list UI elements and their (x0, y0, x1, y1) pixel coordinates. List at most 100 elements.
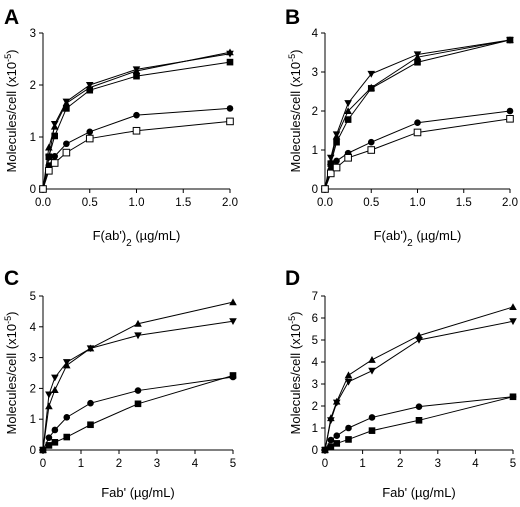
data-point-circle-filled (333, 157, 340, 165)
y-tick-label: 5 (30, 291, 36, 303)
data-point-square-filled (327, 443, 335, 450)
y-axis-label: Molecules/cell (x10-5) (3, 50, 19, 173)
series-square-filled (39, 58, 234, 193)
x-tick-label: 2.0 (502, 197, 518, 209)
series-line-square-filled (42, 61, 231, 190)
data-point-circle-filled (51, 426, 59, 434)
data-point-square-open (344, 154, 352, 162)
data-point-circle-filled (86, 128, 94, 136)
y-tick-label: 0 (30, 184, 36, 196)
data-point-square-filled (51, 132, 58, 140)
x-tick-label: 1.5 (456, 197, 472, 209)
x-tick-label: 0.5 (82, 197, 98, 209)
data-point-circle-filled (133, 111, 140, 119)
series-line-triangle-down (42, 320, 234, 451)
series-square-open (39, 117, 234, 193)
x-tick-label: 3 (435, 458, 441, 470)
data-point-square-filled (414, 58, 421, 66)
panel-letter: C (4, 267, 19, 290)
data-point-triangle-down (51, 374, 59, 382)
data-point-square-filled (367, 85, 375, 92)
data-point-circle-filled (345, 424, 352, 432)
data-point-square-filled (321, 446, 329, 454)
x-tick-label: 1.5 (175, 197, 191, 209)
series-line-triangle-up (324, 306, 514, 451)
series-circle-filled (39, 373, 237, 454)
x-tick-label: 5 (510, 458, 516, 470)
chart-panel-d: D 0 1 2 3 4 5 6 7 0 1 2 3 4 5 Fab' (µg/mL) Molecules/cel… (285, 267, 517, 500)
data-point-square-open (332, 163, 341, 172)
data-point-triangle-down (415, 336, 423, 344)
data-point-square-open (226, 117, 234, 126)
data-point-triangle-down (344, 378, 353, 386)
y-tick-label: 3 (30, 353, 36, 365)
y-tick-label: 4 (312, 28, 319, 40)
x-tick-label: 4 (192, 458, 199, 470)
y-tick-label: 3 (30, 28, 36, 40)
x-tick-label: 0 (40, 458, 46, 470)
data-point-square-open (367, 146, 376, 154)
y-tick-label: 2 (30, 383, 36, 395)
data-point-triangle-up (344, 107, 352, 115)
data-point-square-filled (133, 72, 140, 80)
data-point-square-filled (63, 105, 70, 112)
y-tick-label: 2 (30, 80, 36, 92)
series-triangle-down (321, 318, 517, 454)
y-tick-label: 3 (312, 379, 318, 391)
data-point-square-open (45, 167, 53, 175)
data-point-square-filled (509, 393, 517, 401)
x-axis-label: F(ab')2 (µg/mL) (93, 228, 181, 249)
data-point-circle-filled (87, 399, 94, 407)
data-point-triangle-up (344, 371, 353, 379)
x-tick-label: 4 (472, 458, 479, 470)
data-point-square-filled (134, 400, 142, 408)
data-point-triangle-up (415, 331, 423, 339)
data-point-square-open (62, 148, 71, 157)
chart-panel-b: B 0 1 2 3 4 0.0 0.5 1.0 1.5 2.0 F(ab')2 (µg/mL) Mole… (285, 6, 518, 249)
data-point-triangle-down (332, 399, 341, 407)
series-triangle-up (39, 298, 237, 454)
data-point-square-filled (87, 421, 94, 429)
data-point-triangle-down (134, 332, 142, 340)
data-point-circle-filled (414, 119, 421, 126)
data-point-circle-filled (45, 434, 53, 441)
y-tick-label: 1 (30, 414, 36, 426)
data-point-square-filled (51, 439, 59, 446)
series-square-open (321, 115, 514, 193)
data-point-triangle-up (132, 67, 141, 74)
y-tick-label: 6 (312, 313, 318, 325)
data-point-triangle-up (45, 402, 53, 410)
y-tick-label: 4 (312, 357, 319, 369)
x-tick-label: 0.0 (35, 197, 51, 209)
data-point-square-filled (333, 138, 340, 146)
data-point-square-open (39, 185, 47, 193)
data-point-triangle-down (509, 318, 517, 326)
data-point-square-filled (39, 446, 47, 454)
y-tick-label: 2 (312, 106, 318, 118)
data-point-circle-filled (415, 403, 423, 410)
x-axis-label: Fab' (µg/mL) (382, 485, 456, 500)
y-tick-label: 2 (312, 401, 318, 413)
data-point-square-filled (45, 153, 53, 161)
y-tick-label: 7 (312, 291, 318, 303)
x-tick-label: 1 (359, 458, 365, 470)
data-point-square-filled (86, 86, 94, 94)
data-point-square-open (326, 169, 335, 178)
y-tick-label: 1 (312, 423, 318, 435)
data-point-square-open (321, 185, 329, 193)
data-point-square-filled (344, 116, 352, 123)
y-axis-label: Molecules/cell (x10-5) (3, 312, 19, 435)
series-square-filled (321, 393, 517, 454)
data-point-triangle-up (62, 99, 71, 107)
data-point-triangle-down (344, 100, 352, 107)
x-tick-label: 0.5 (363, 197, 379, 209)
data-point-square-filled (333, 440, 341, 447)
data-point-circle-filled (226, 105, 234, 112)
x-tick-label: 5 (230, 458, 236, 470)
series-triangle-up (39, 48, 234, 193)
data-point-circle-filled (327, 436, 335, 444)
y-axis-label: Molecules/cell (x10-5) (287, 312, 303, 435)
data-point-triangle-down (229, 318, 237, 326)
y-tick-label: 1 (30, 132, 36, 144)
data-point-circle-filled (134, 387, 142, 394)
